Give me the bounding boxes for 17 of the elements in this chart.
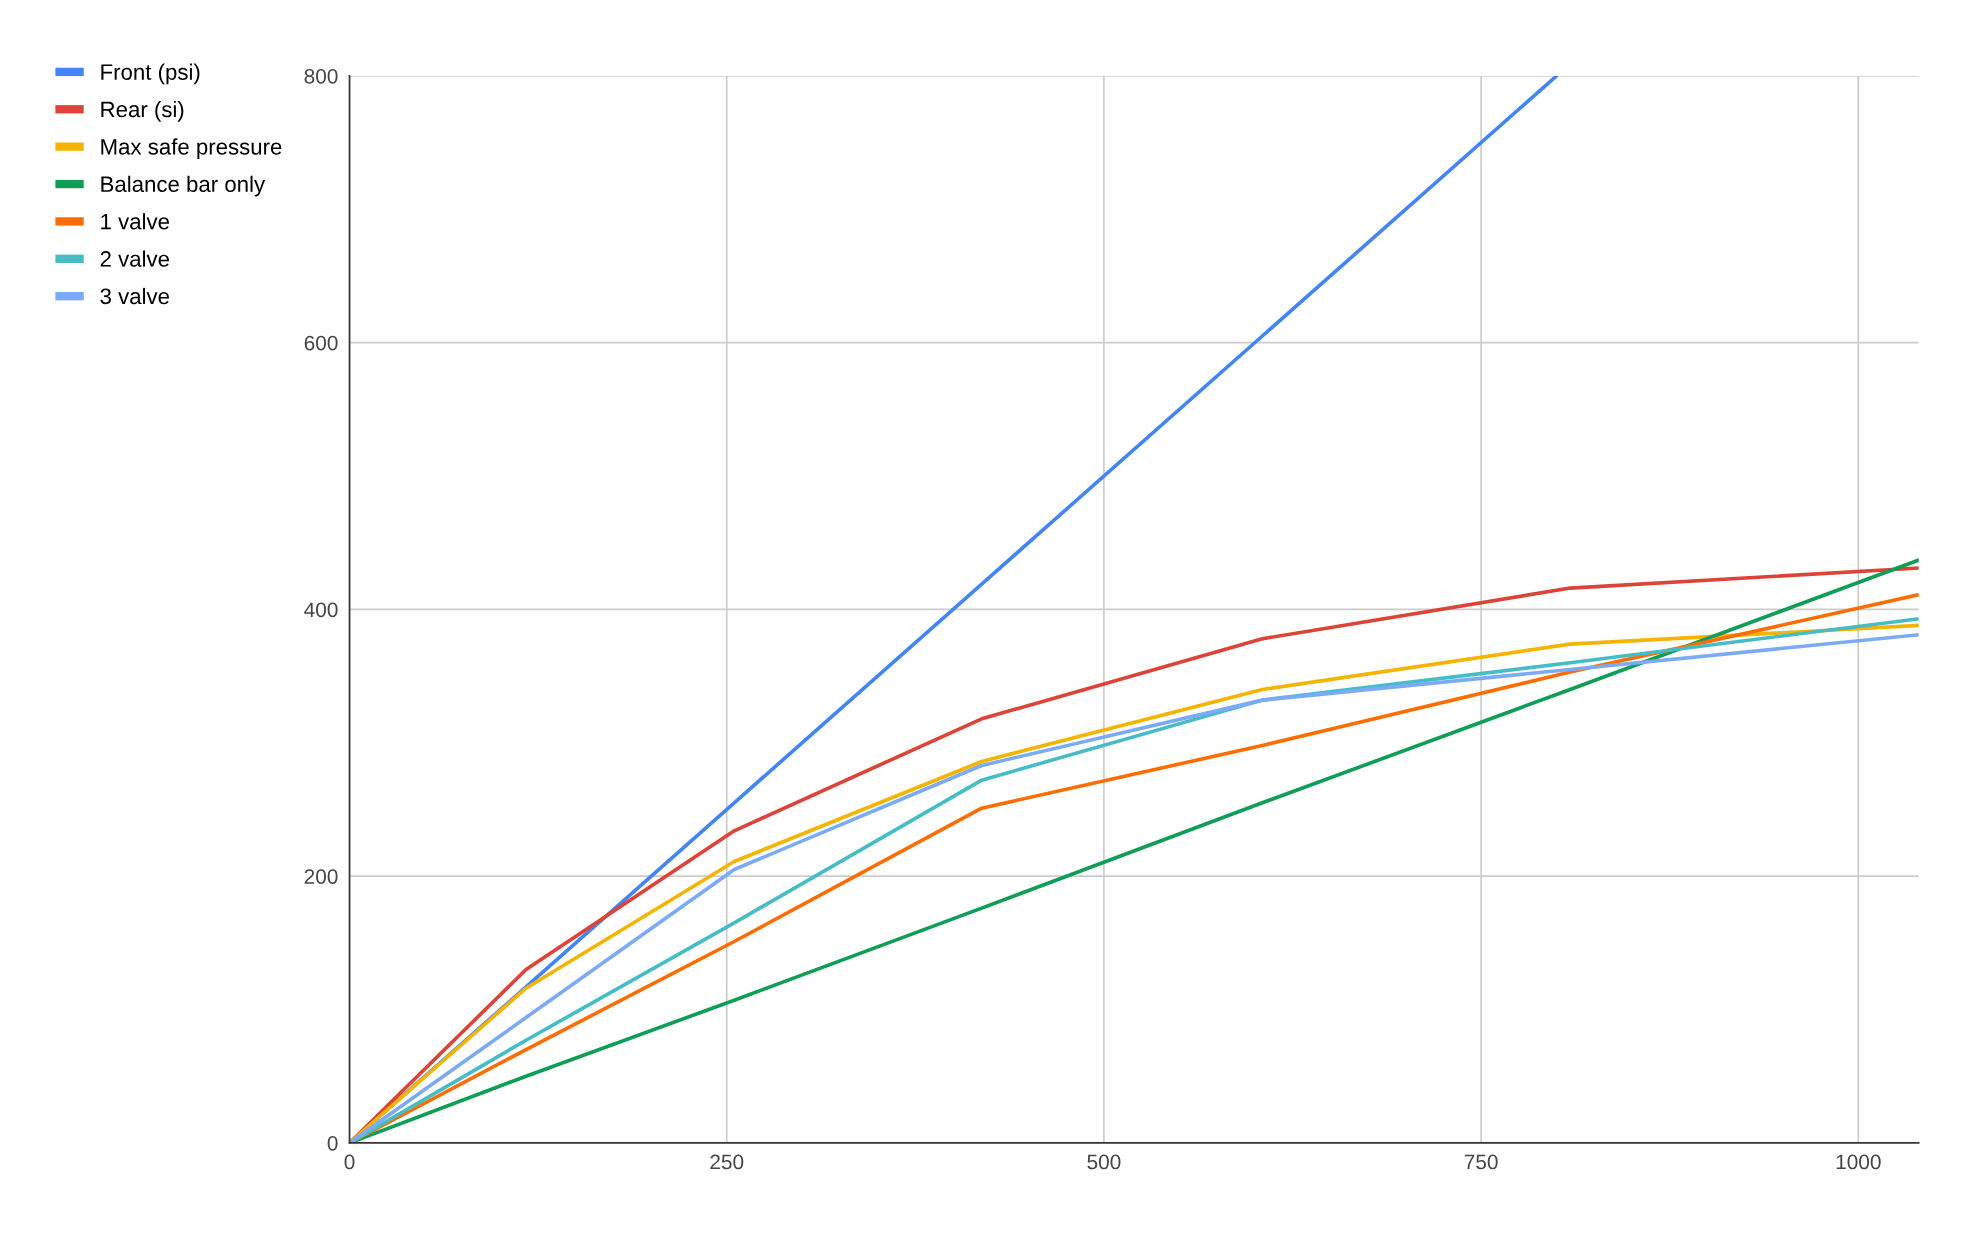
- legend-label: Rear (si): [101, 100, 184, 122]
- legend-label: 2 valve: [100, 250, 169, 267]
- x-tick-label: 750: [1464, 1154, 1498, 1170]
- legend-label: Max safe pressure: [101, 138, 282, 160]
- legend-label: Front (psi): [101, 63, 200, 85]
- legend-label: 1 valve: [101, 213, 169, 230]
- y-tick-label: 200: [304, 869, 338, 884]
- x-tick-label: 1000: [1836, 1154, 1881, 1170]
- y-tick-label: 400: [304, 602, 338, 618]
- legend-label: Balance bar only: [101, 175, 266, 197]
- x-tick-label: 250: [710, 1154, 744, 1170]
- x-tick-label: 500: [1087, 1154, 1121, 1170]
- y-tick-label: 600: [304, 335, 338, 351]
- y-tick-label: 0: [327, 1135, 338, 1151]
- x-tick-label: 0: [344, 1154, 355, 1170]
- y-tick-label: 800: [304, 68, 338, 84]
- legend-label: 3 valve: [100, 287, 169, 305]
